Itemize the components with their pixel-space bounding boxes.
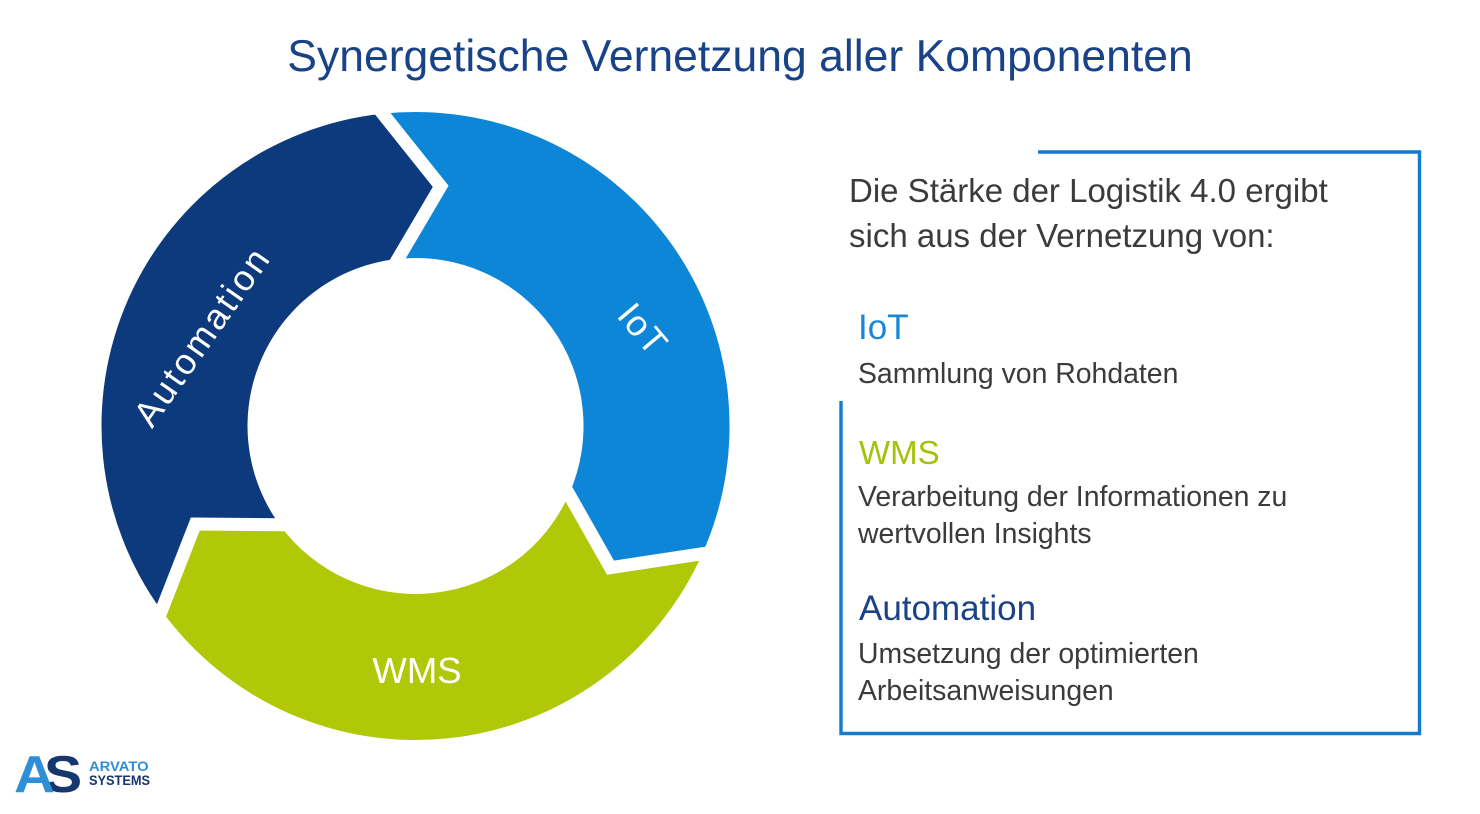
svg-text:WMS: WMS <box>372 650 461 691</box>
